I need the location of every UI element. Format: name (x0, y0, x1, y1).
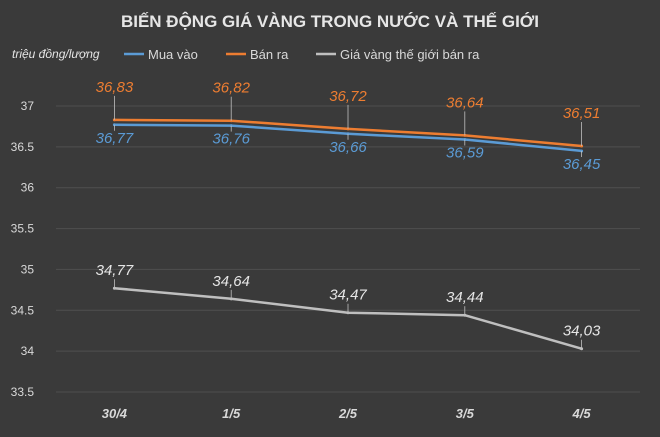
data-label: 36,72 (329, 88, 367, 105)
data-label: 36,66 (329, 139, 367, 156)
data-label: 36,83 (96, 79, 134, 96)
data-label: 34,47 (329, 287, 367, 304)
y-tick-label: 34 (21, 344, 35, 358)
y-tick-label: 35 (21, 262, 35, 276)
y-axis-ticks: 33.5 34 34.5 35 35.5 36 36.5 37 (11, 99, 35, 399)
data-label: 36,64 (446, 94, 484, 111)
legend: Mua vào Bán ra Giá vàng thế giới bán ra (124, 47, 480, 62)
data-labels: 36,77 36,76 36,66 36,59 36,45 36,83 36,82 36,72… (96, 79, 601, 349)
legend-label: Giá vàng thế giới bán ra (340, 47, 480, 62)
y-tick-label: 36 (21, 181, 35, 195)
x-tick-label: 4/5 (572, 406, 592, 421)
x-tick-label: 30/4 (102, 406, 128, 421)
data-label: 34,44 (446, 289, 484, 306)
x-tick-label: 1/5 (222, 406, 241, 421)
data-label: 34,64 (212, 273, 250, 290)
data-label: 36,76 (212, 131, 250, 148)
legend-label: Mua vào (148, 47, 198, 62)
data-label: 36,82 (212, 80, 250, 97)
x-tick-label: 3/5 (456, 406, 475, 421)
data-label: 34,03 (563, 323, 601, 340)
y-axis-unit-label: triệu đồng/lượng (12, 47, 100, 61)
y-tick-label: 37 (21, 99, 35, 113)
y-tick-label: 35.5 (11, 222, 35, 236)
data-label: 36,59 (446, 145, 484, 162)
x-tick-label: 2/5 (338, 406, 358, 421)
legend-label: Bán ra (250, 47, 289, 62)
data-label: 36,51 (563, 105, 601, 122)
data-label: 34,77 (96, 262, 134, 279)
x-axis-ticks: 30/4 1/5 2/5 3/5 4/5 (102, 406, 592, 421)
data-label: 36,45 (563, 156, 601, 173)
data-label: 36,77 (96, 130, 134, 147)
chart-title: BIẾN ĐỘNG GIÁ VÀNG TRONG NƯỚC VÀ THẾ GIỚ… (121, 12, 539, 31)
y-tick-label: 33.5 (11, 385, 35, 399)
y-tick-label: 34.5 (11, 303, 35, 317)
y-tick-label: 36.5 (11, 140, 35, 154)
